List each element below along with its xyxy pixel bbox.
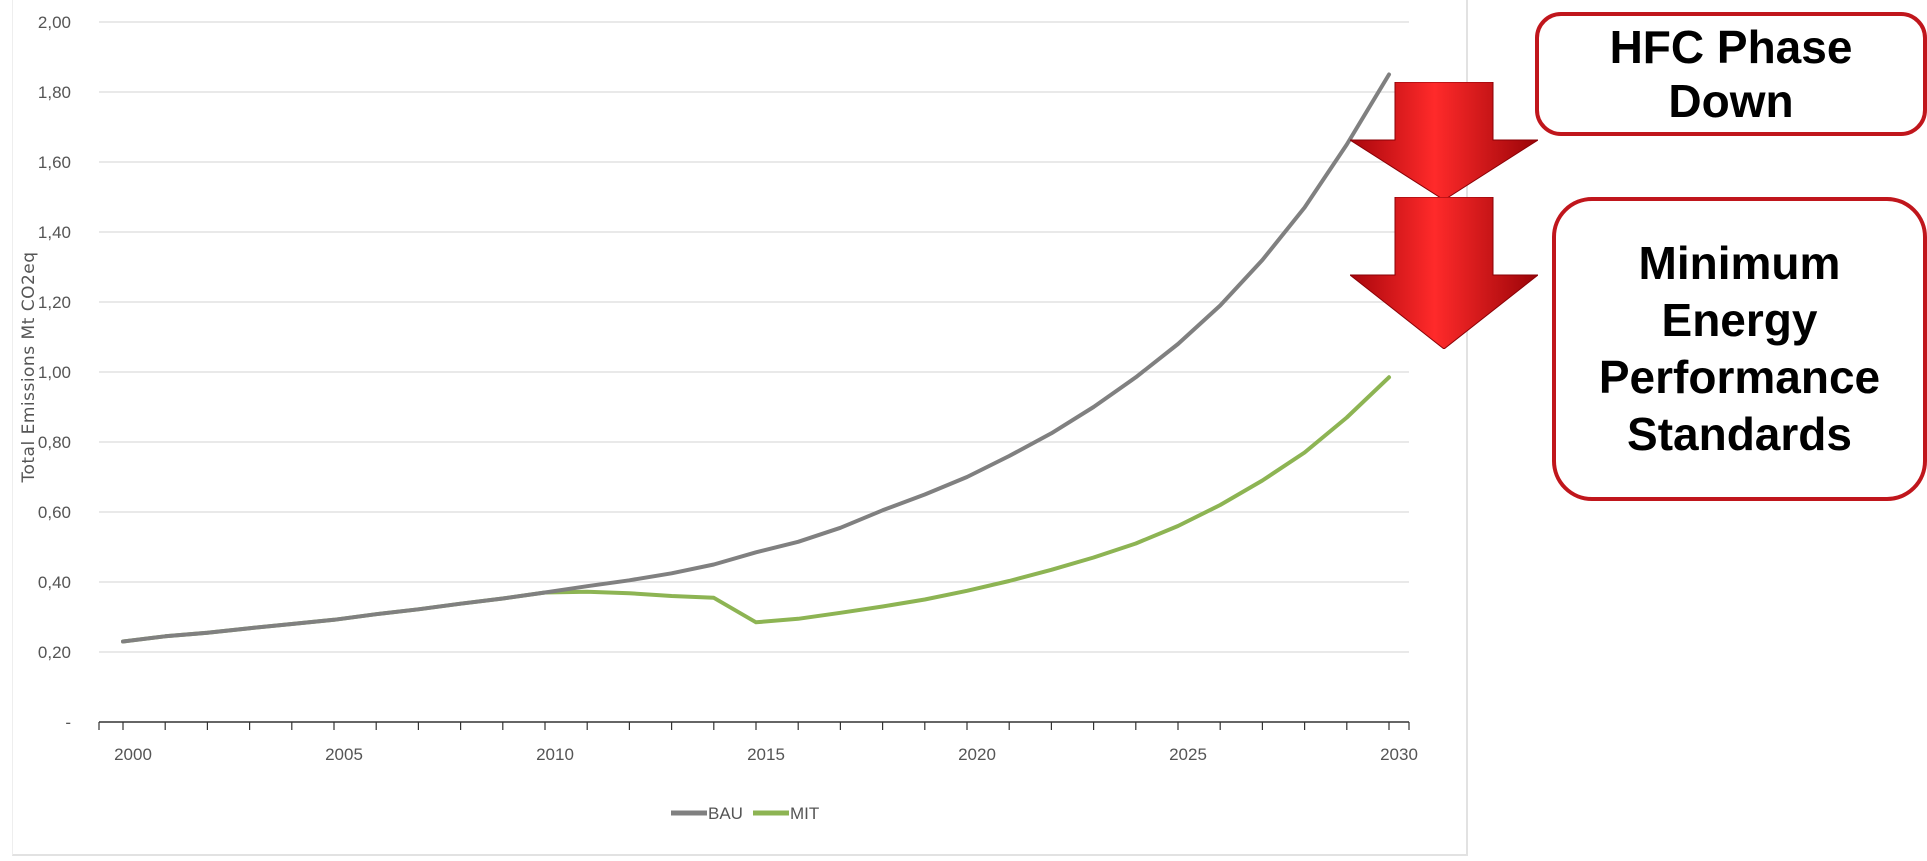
- y-tick-label: 2,00: [38, 13, 71, 32]
- down-arrow-icon: [1350, 197, 1538, 349]
- x-tick-label: 2020: [958, 745, 996, 764]
- y-tick-label: 1,80: [38, 83, 71, 102]
- x-tick-label: 2000: [114, 745, 152, 764]
- x-tick-label: 2010: [536, 745, 574, 764]
- y-tick-label: 1,40: [38, 223, 71, 242]
- down-arrow-icon: [1350, 82, 1538, 200]
- x-tick-label: 2025: [1169, 745, 1207, 764]
- hfc-callout-text: HFC Phase Down: [1609, 21, 1853, 127]
- y-tick-label: 0,60: [38, 503, 71, 522]
- y-tick-label: 0,40: [38, 573, 71, 592]
- line-chart: - 0,20 0,40 0,60 0,80 1,00 1,20 1,40 1,60 1,80 2,0…: [19, 13, 1418, 823]
- meps-callout: Minimum Energy Performance Standards: [1552, 197, 1927, 501]
- series-line-mit: [121, 375, 1391, 644]
- hfc-phase-down-callout: HFC Phase Down: [1535, 12, 1927, 136]
- y-tick-label: 1,60: [38, 153, 71, 172]
- y-tick-label: 0,20: [38, 643, 71, 662]
- x-tick-label: 2030: [1380, 745, 1418, 764]
- legend-label-bau: BAU: [708, 804, 743, 823]
- meps-callout-text: Minimum Energy Performance Standards: [1598, 237, 1881, 460]
- x-tick-label: 2005: [325, 745, 363, 764]
- series-line-bau: [121, 72, 1391, 644]
- legend-label-mit: MIT: [790, 804, 819, 823]
- y-axis-label: Total Emissions Mt CO2eq: [19, 251, 39, 483]
- chart-panel: - 0,20 0,40 0,60 0,80 1,00 1,20 1,40 1,60 1,80 2,0…: [12, 0, 1468, 856]
- x-tick-label: 2015: [747, 745, 785, 764]
- y-tick-label: 1,00: [38, 363, 71, 382]
- y-tick-label: -: [65, 713, 71, 732]
- y-tick-label: 1,20: [38, 293, 71, 312]
- y-tick-label: 0,80: [38, 433, 71, 452]
